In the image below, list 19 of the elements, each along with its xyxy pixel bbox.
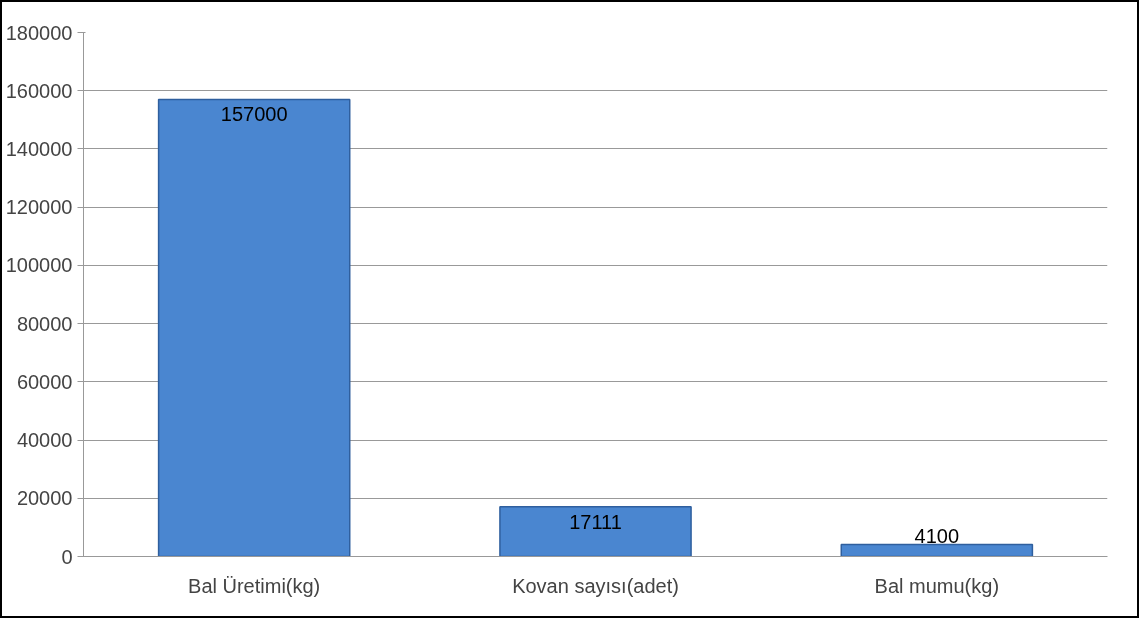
y-tick-label: 20000 — [16, 487, 73, 510]
x-tick-label: Bal mumu(kg) — [874, 574, 1000, 597]
y-tick-label: 120000 — [5, 196, 73, 219]
y-tick-label: 0 — [61, 545, 73, 568]
x-tick-label: Bal Üretimi(kg) — [188, 574, 321, 597]
x-tick-label: Kovan sayısı(adet) — [512, 574, 679, 597]
y-tick-label: 60000 — [16, 370, 73, 393]
bar — [840, 543, 1034, 557]
bar — [499, 505, 692, 557]
y-tick-label: 160000 — [5, 79, 73, 102]
y-tick-label: 180000 — [5, 21, 73, 44]
y-tick-label: 140000 — [5, 137, 73, 160]
data-label: 17111 — [569, 510, 622, 533]
data-label: 157000 — [220, 103, 288, 126]
bar — [157, 98, 351, 557]
y-tick-label: 80000 — [16, 312, 73, 335]
y-tick-label: 40000 — [16, 429, 73, 452]
y-tick-label: 100000 — [5, 254, 73, 277]
data-label: 4100 — [914, 524, 960, 547]
